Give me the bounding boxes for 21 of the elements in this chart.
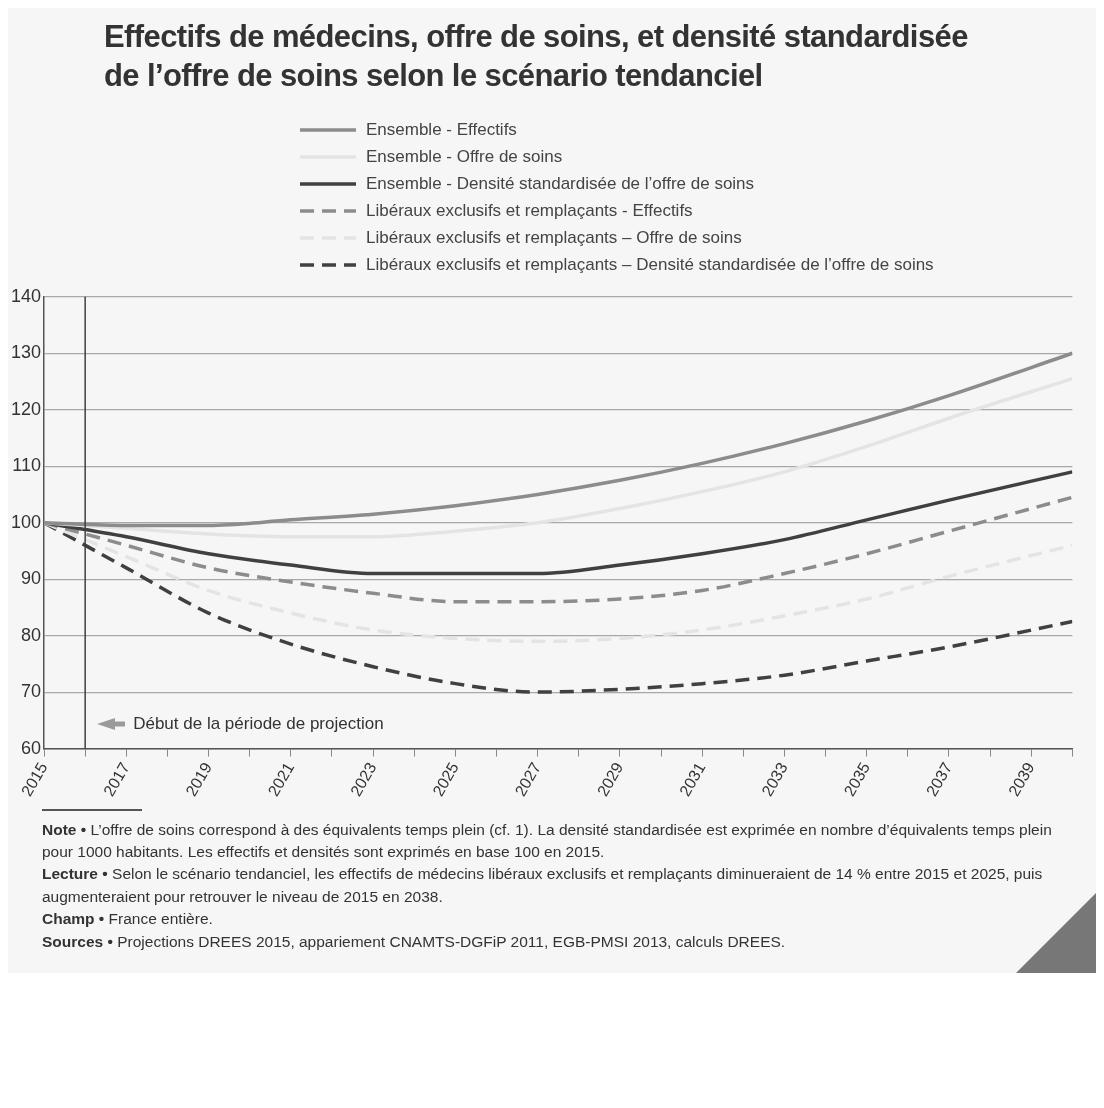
y-tick-label: 80 bbox=[21, 624, 42, 645]
legend-label: Ensemble - Effectifs bbox=[366, 119, 517, 140]
y-tick-label: 70 bbox=[21, 680, 42, 701]
y-tick-label: 90 bbox=[21, 567, 42, 588]
y-tick-label: 130 bbox=[10, 341, 42, 362]
legend-label: Libéraux exclusifs et remplaçants – Densité standardisée de l’offre de soins bbox=[366, 254, 934, 275]
text: Lecture • Selon le scénario tendanciel, les effectifs de médecins libéraux exclusifs et remplaçants diminueraient de 14 % entre 2015 et 2025, puis augmenteraient pour retrouver le niveau de 2015 en 2038. bbox=[42, 865, 1043, 905]
legend-label: Ensemble - Offre de soins bbox=[366, 146, 563, 167]
legend-label: Ensemble - Densité standardisée de l’offre de soins bbox=[366, 173, 755, 194]
y-tick-label: 120 bbox=[10, 398, 42, 419]
y-tick-label: 60 bbox=[21, 737, 42, 758]
ref-line-label: Début de la période de projection bbox=[133, 713, 384, 733]
text: Note • L’offre de soins correspond à des équivalents temps plein (cf. 1). La densité standardisée est exprimée en nombre d’équivalents temps plein pour 1000 habitants. Les effectifs et densités sont exprimés en base 100 en 2015. bbox=[42, 820, 1052, 860]
legend-label: Libéraux exclusifs et remplaçants - Effectifs bbox=[366, 200, 693, 221]
source-note: Sources • Projections DREES 2015, appariement CNAMTS-DGFiP 2011, EGB-PMSI 2013, calculs DREES. bbox=[42, 932, 786, 950]
text: Champ • France entière. bbox=[42, 910, 213, 928]
y-tick-label: 110 bbox=[12, 454, 42, 475]
y-tick-label: 140 bbox=[10, 285, 42, 306]
y-tick-label: 100 bbox=[10, 511, 42, 532]
chart-title: Effectifs de médecins, offre de soins, et densité standardisée de l’offre de soins selon le scénario tendanciel bbox=[103, 18, 969, 95]
legend-label: Libéraux exclusifs et remplaçants – Offre de soins bbox=[366, 227, 742, 248]
